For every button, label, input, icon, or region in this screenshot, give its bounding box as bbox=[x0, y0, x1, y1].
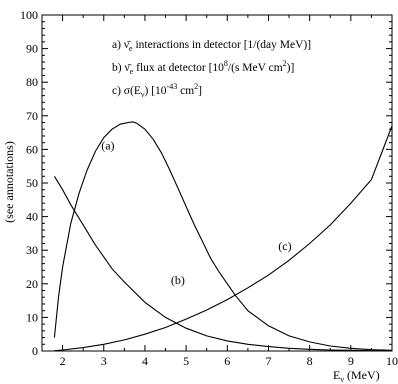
y-tick-label: 60 bbox=[26, 142, 38, 156]
legend-entry-c: c) σ(Eν) [10-43 cm2] bbox=[112, 82, 202, 99]
x-tick-label: 5 bbox=[183, 354, 189, 368]
curve-c bbox=[54, 125, 393, 352]
x-tick-label: 2 bbox=[60, 354, 66, 368]
y-tick-label: 100 bbox=[20, 8, 38, 22]
x-tick-label: 7 bbox=[265, 354, 271, 368]
y-tick-label: 10 bbox=[26, 310, 38, 324]
curve-labels: (a) (b) (c) bbox=[101, 138, 291, 286]
curve-a bbox=[53, 121, 393, 351]
y-tick-label: 40 bbox=[26, 210, 38, 224]
y-tick-label: 0 bbox=[32, 344, 38, 358]
legend-entry-a: a) ν̄e interactions in detector [1/(day … bbox=[112, 39, 311, 53]
x-tick-label: 10 bbox=[386, 354, 398, 368]
curve-label-b: (b) bbox=[171, 273, 185, 287]
y-tick-label: 70 bbox=[26, 109, 38, 123]
y-tick-label: 90 bbox=[26, 42, 38, 56]
legend: a) ν̄e interactions in detector [1/(day … bbox=[112, 39, 311, 99]
curve-b bbox=[53, 176, 393, 352]
curve-label-a: (a) bbox=[101, 138, 114, 152]
y-axis-label: (see annotations) bbox=[2, 141, 16, 223]
legend-entry-b: b) ν̄e flux at detector [108/(s MeV cm2)… bbox=[112, 59, 294, 76]
y-tick-label: 20 bbox=[26, 277, 38, 291]
x-tick-label: 3 bbox=[101, 354, 107, 368]
curves bbox=[53, 121, 393, 352]
curve-label-c: (c) bbox=[278, 239, 291, 253]
x-tick-label: 6 bbox=[224, 354, 230, 368]
x-axis-label: Eν (MeV) bbox=[333, 368, 380, 384]
y-tick-label: 80 bbox=[26, 75, 38, 89]
x-tick-label: 4 bbox=[142, 354, 148, 368]
x-tick-label: 8 bbox=[307, 354, 313, 368]
x-tick-label: 9 bbox=[348, 354, 354, 368]
y-tick-label: 30 bbox=[26, 243, 38, 257]
y-tick-label: 50 bbox=[26, 176, 38, 190]
